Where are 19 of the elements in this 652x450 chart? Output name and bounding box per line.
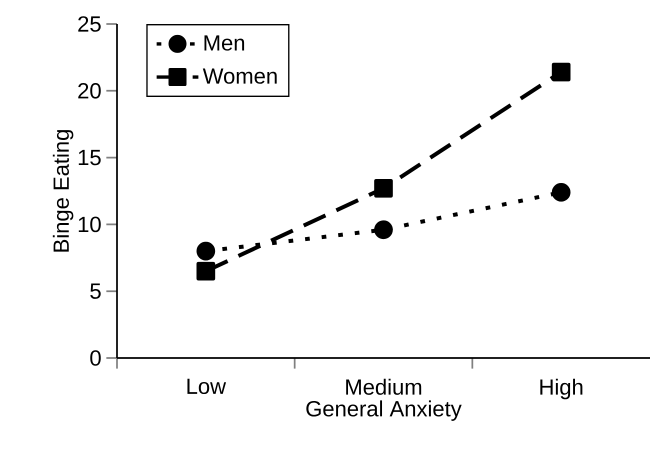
x-axis-title: General Anxiety <box>306 400 462 421</box>
point <box>374 178 393 198</box>
y-axis-title: Binge Eating <box>52 130 74 252</box>
x-tick-label: Low <box>187 378 226 394</box>
legend-label: Men <box>204 35 244 51</box>
y-tick-label: 15 <box>78 150 101 166</box>
y-tick-label: 0 <box>90 350 101 366</box>
point <box>374 220 393 240</box>
point <box>552 62 571 82</box>
y-tick-label: 25 <box>78 16 101 32</box>
point <box>196 242 216 260</box>
y-tick-label: 10 <box>78 216 101 232</box>
y-tick-label: 5 <box>90 284 101 299</box>
x-tick-label: High <box>540 378 582 400</box>
y-tick-label: 20 <box>78 83 101 99</box>
point <box>552 183 571 202</box>
x-tick-label: Medium <box>346 378 422 395</box>
point <box>196 262 216 280</box>
legend-label: Women <box>202 68 277 84</box>
